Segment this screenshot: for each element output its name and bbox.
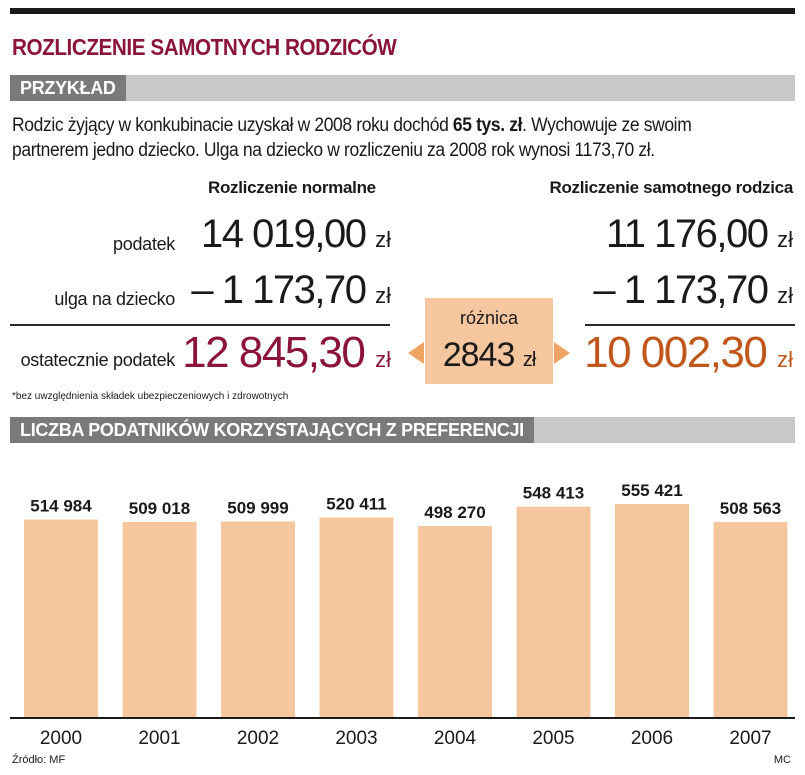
row-label-relief: ulga na dziecko	[54, 289, 175, 309]
single-final: 10 002,30 zł	[584, 328, 793, 378]
difference-unit: zł	[522, 349, 536, 371]
value-label-2003: 520 411	[326, 494, 387, 513]
arrow-right-icon	[554, 342, 570, 364]
value-label-2006: 555 421	[621, 481, 682, 500]
bar-2007	[713, 522, 788, 718]
normal-final-value: 12 845,30	[182, 328, 366, 377]
x-tick-2000: 2000	[40, 728, 82, 749]
bar-2001	[122, 521, 197, 718]
value-label-2000: 514 984	[30, 497, 92, 516]
single-relief-value: – 1 173,70	[593, 268, 769, 312]
single-final-value: 10 002,30	[584, 328, 768, 377]
intro-part2: . Wychowuje ze swoim partnerem jedno dzi…	[12, 115, 692, 161]
chart-bars: 514 984 2000 509 018 2001 509 999 2002 520 411…	[24, 481, 788, 749]
footnote: *bez uwzględnienia składek ubezpieczenio…	[12, 391, 289, 402]
x-tick-2007: 2007	[729, 728, 771, 749]
bar-2006	[615, 504, 689, 718]
normal-relief: – 1 173,70 zł	[191, 268, 391, 313]
difference-value: 2843	[442, 336, 516, 374]
value-label-2001: 509 018	[129, 499, 190, 518]
chart-header: LICZBA PODATNIKÓW KORZYSTAJĄCYCH Z PREFE…	[10, 417, 534, 443]
value-label-2007: 508 563	[720, 499, 781, 518]
difference-label: różnica	[459, 308, 519, 328]
value-label-2004: 498 270	[424, 503, 485, 522]
normal-tax-unit: zł	[375, 227, 391, 252]
normal-tax-value: 14 019,00	[201, 212, 367, 256]
example-band: PRZYKŁAD	[10, 75, 795, 101]
value-label-2005: 548 413	[523, 484, 584, 503]
bar-2002	[221, 521, 295, 718]
normal-relief-value: – 1 173,70	[191, 268, 367, 312]
separator-right	[585, 324, 795, 326]
single-relief-unit: zł	[777, 283, 793, 308]
column-header-normal: Rozliczenie normalne	[208, 178, 376, 197]
chart-band: LICZBA PODATNIKÓW KORZYSTAJĄCYCH Z PREFE…	[10, 417, 795, 443]
credit: MC	[773, 754, 791, 766]
intro-text: Rodzic żyjący w konkubinacie uzyskał w 2…	[12, 113, 730, 163]
single-tax-value: 11 176,00	[606, 212, 769, 256]
source-note: Źródło: MF	[12, 754, 66, 766]
x-tick-2006: 2006	[631, 728, 673, 749]
page-title: ROZLICZENIE SAMOTNYCH RODZICÓW	[12, 34, 397, 60]
bar-2005	[516, 506, 591, 718]
difference-amount: 2843 zł	[425, 336, 553, 375]
single-relief: – 1 173,70 zł	[593, 268, 793, 313]
normal-relief-unit: zł	[375, 283, 391, 308]
value-label-2002: 509 999	[227, 499, 288, 518]
bar-2004	[418, 526, 492, 718]
single-tax-unit: zł	[777, 227, 793, 252]
bar-2000	[24, 519, 98, 718]
single-tax: 11 176,00 zł	[606, 212, 793, 257]
single-final-unit: zł	[777, 347, 793, 372]
x-tick-2003: 2003	[335, 728, 377, 749]
x-tick-2004: 2004	[434, 728, 477, 749]
intro-part1: Rodzic żyjący w konkubinacie uzyskał w 2…	[12, 115, 453, 136]
arrow-left-icon	[408, 342, 424, 364]
normal-final-unit: zł	[375, 347, 391, 372]
example-header: PRZYKŁAD	[10, 75, 126, 101]
normal-final: 12 845,30 zł	[182, 328, 391, 378]
separator-left	[10, 324, 390, 326]
column-header-single: Rozliczenie samotnego rodzica	[549, 178, 793, 197]
row-label-tax: podatek	[113, 234, 175, 254]
x-tick-2002: 2002	[237, 728, 279, 749]
difference-box: różnica 2843 zł	[425, 298, 553, 384]
x-tick-2005: 2005	[532, 728, 574, 749]
x-tick-2001: 2001	[138, 728, 180, 749]
top-rule	[10, 8, 795, 14]
intro-income: 65 tys. zł	[452, 115, 523, 136]
bar-2003	[319, 517, 394, 718]
normal-tax: 14 019,00 zł	[201, 212, 391, 257]
row-label-final: ostatecznie podatek	[20, 350, 176, 370]
